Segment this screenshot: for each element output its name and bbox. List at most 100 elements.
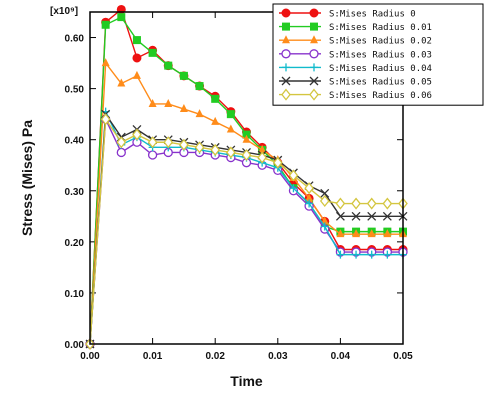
data-point: [241, 148, 252, 162]
data-point: [116, 147, 126, 158]
data-point: [194, 141, 205, 154]
data-point: [164, 98, 173, 107]
data-point: [147, 150, 158, 160]
data-point: [211, 116, 220, 125]
data-point: [116, 136, 127, 149]
data-point: [132, 70, 141, 79]
data-point: [335, 211, 345, 221]
data-point: [100, 113, 111, 126]
legend-marker: [282, 63, 290, 72]
axis-ticks: 0.00 0.10 0.20 0.30 0.40 0.50 0.60 0.00 0.01 0.02…: [65, 12, 413, 362]
data-point: [242, 130, 251, 139]
data-point: [367, 229, 376, 238]
legend-entry: S:Mises Radius 0.04: [279, 63, 432, 74]
data-point: [320, 222, 329, 231]
y-tick-label: 0.10: [65, 289, 85, 300]
data-point: [148, 98, 157, 107]
legend-label: S:Mises Radius 0.05: [329, 78, 432, 88]
data-point: [288, 169, 299, 182]
y-tick-label: 0.50: [65, 85, 85, 96]
x-tick-label: 0.04: [331, 351, 351, 362]
data-point: [210, 143, 221, 156]
data-point: [336, 250, 345, 259]
legend-entry: S:Mises Radius 0: [279, 8, 416, 20]
y-tick-label: 0.60: [65, 34, 85, 45]
x-tick-label: 0.01: [143, 351, 163, 362]
legend-box: [272, 3, 484, 106]
data-point: [195, 82, 204, 91]
y-multiplier-label: [x10⁹]: [50, 6, 78, 17]
data-point: [101, 20, 110, 29]
data-point: [195, 109, 204, 118]
legend-marker: [310, 22, 318, 31]
data-point: [211, 94, 220, 103]
data-point: [367, 211, 377, 221]
data-point: [352, 229, 361, 238]
legend-entry: S:Mises Radius 0.06: [279, 88, 432, 101]
legend-marker: [310, 63, 318, 72]
data-point: [257, 151, 267, 164]
legend-entry: S:Mises Radius 0.02: [279, 35, 432, 47]
data-point: [179, 71, 188, 80]
data-point: [226, 146, 236, 159]
legend-entry: S:Mises Radius 0.05: [279, 76, 432, 88]
data-point: [132, 53, 142, 63]
data-point: [242, 134, 251, 143]
legend-label: S:Mises Radius 0.01: [329, 23, 432, 33]
data-point: [148, 48, 157, 57]
data-point: [335, 197, 346, 210]
data-point: [366, 197, 377, 210]
legend-marker: [281, 88, 291, 101]
x-axis-title: Time: [230, 373, 263, 389]
legend-label: S:Mises Radius 0.03: [329, 50, 432, 60]
legend-entry: S:Mises Radius 0.03: [279, 49, 432, 60]
y-tick-label: 0.00: [65, 340, 85, 351]
data-point: [383, 229, 392, 238]
legend-entry: S:Mises Radius 0.01: [279, 22, 432, 33]
legend-marker: [309, 8, 319, 18]
data-point: [289, 184, 298, 193]
legend-marker: [281, 49, 291, 59]
data-point: [382, 211, 392, 221]
data-point: [164, 61, 173, 70]
legend: S:Mises Radius 0 S:Mises Radius 0.01 S:Mis…: [272, 3, 484, 106]
data-point: [179, 104, 188, 113]
y-axis-title: Stress (Mises) Pa: [19, 120, 35, 236]
data-point: [305, 193, 314, 202]
y-tick-label: 0.30: [65, 187, 85, 198]
legend-label: S:Mises Radius 0.02: [329, 37, 432, 47]
data-point: [382, 197, 393, 210]
legend-marker: [309, 49, 319, 59]
data-point: [163, 136, 174, 149]
data-point: [367, 250, 376, 259]
y-tick-label: 0.20: [65, 238, 85, 249]
series-group: [85, 4, 408, 351]
data-point: [319, 194, 330, 208]
data-point: [101, 58, 110, 67]
data-point: [226, 110, 235, 119]
data-point: [352, 250, 361, 259]
data-point: [336, 229, 345, 238]
x-tick-label: 0.00: [80, 351, 100, 362]
y-tick-label: 0.40: [65, 136, 85, 147]
x-tick-label: 0.02: [205, 351, 225, 362]
data-point: [132, 128, 142, 141]
series-6: [85, 113, 408, 351]
legend-marker: [309, 88, 319, 101]
data-point: [272, 156, 283, 169]
data-point: [305, 199, 314, 208]
legend-marker: [282, 35, 290, 44]
legend-label: S:Mises Radius 0: [329, 10, 416, 20]
legend-marker: [282, 22, 290, 31]
data-point: [304, 182, 314, 195]
data-point: [132, 36, 141, 45]
data-point: [117, 13, 126, 22]
data-point: [117, 78, 126, 87]
legend-label: S:Mises Radius 0.04: [329, 64, 432, 74]
legend-marker: [281, 76, 291, 86]
data-point: [383, 250, 392, 259]
data-point: [320, 188, 330, 198]
legend-marker: [281, 8, 291, 18]
x-tick-label: 0.05: [393, 351, 413, 362]
